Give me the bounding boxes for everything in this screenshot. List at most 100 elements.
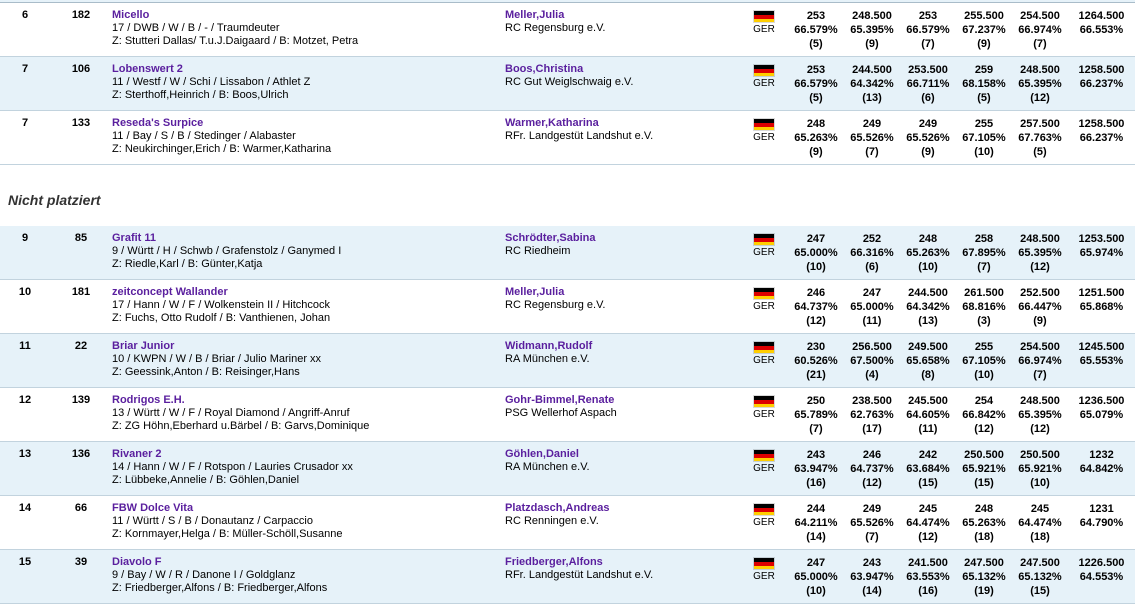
judge-score-rank: (5) [977, 92, 991, 104]
judge-score-rank: (7) [809, 423, 823, 435]
nationality-cell: GER [740, 388, 788, 441]
judge-score-percent: 66.579% [794, 78, 838, 90]
judge-score-points: 248.500 [852, 10, 892, 22]
judge-score-percent: 65.395% [850, 24, 894, 36]
judge-score-rank: (19) [974, 585, 994, 597]
judge-score-points: 243 [806, 449, 826, 461]
judge-score-rank: (10) [1030, 477, 1050, 489]
nationality-cell: GER [740, 334, 788, 387]
horse-name-link[interactable]: Rodrigos E.H. [112, 394, 185, 406]
judge-score-rank: (7) [977, 261, 991, 273]
rider-cell: Friedberger,Alfons RFr. Landgestüt Lands… [505, 550, 740, 603]
judge-score-points: 255 [974, 341, 994, 353]
horse-name-link[interactable]: Briar Junior [112, 340, 175, 352]
horse-details: 10 / KWPN / W / B / Briar / Julio Marine… [112, 353, 322, 365]
result-row: 10 181 zeitconcept Wallander 17 / Hann /… [0, 280, 1135, 334]
horse-details: 11 / Württ / S / B / Donautanz / Carpacc… [112, 515, 313, 527]
country-code: GER [753, 463, 775, 474]
judge-score-rank: (9) [1033, 315, 1047, 327]
total-score-cell: 1264.500 66.553% [1068, 3, 1135, 56]
horse-name-link[interactable]: Micello [112, 9, 150, 21]
total-percent: 65.868% [1079, 301, 1124, 313]
judge-score-cell-2: 247 65.000% (11) [844, 280, 900, 333]
judge-score-points: 254 [974, 395, 994, 407]
country-code: GER [753, 301, 775, 312]
judge-score-rank: (12) [806, 315, 826, 327]
judge-score-percent: 66.447% [1018, 301, 1062, 313]
judge-score-rank: (11) [918, 423, 938, 435]
judge-score-percent: 65.658% [906, 355, 950, 367]
judge-score-points: 242 [918, 449, 938, 461]
judge-score-points: 248.500 [1020, 64, 1060, 76]
judge-score-percent: 66.316% [850, 247, 894, 259]
rider-cell: Widmann,Rudolf RA München e.V. [505, 334, 740, 387]
total-score-cell: 1258.500 66.237% [1068, 57, 1135, 110]
judge-score-cell-2: 248.500 65.395% (9) [844, 3, 900, 56]
judge-score-points: 258 [974, 233, 994, 245]
judge-score-rank: (21) [806, 369, 826, 381]
judge-score-points: 253 [806, 64, 826, 76]
horse-name-link[interactable]: zeitconcept Wallander [112, 286, 228, 298]
judge-score-percent: 63.684% [906, 463, 950, 475]
judge-score-rank: (15) [1030, 585, 1050, 597]
judge-score-rank: (10) [974, 146, 994, 158]
judge-score-percent: 66.711% [906, 78, 950, 90]
judge-score-cell-4: 247.500 65.132% (19) [956, 550, 1012, 603]
total-percent: 65.553% [1079, 355, 1124, 367]
horse-name-link[interactable]: Reseda's Surpice [112, 117, 204, 129]
rider-cell: Meller,Julia RC Regensburg e.V. [505, 280, 740, 333]
horse-name-link[interactable]: Diavolo F [112, 556, 162, 568]
judge-score-cell-1: 253 66.579% (5) [788, 3, 844, 56]
judge-score-cell-2: 249 65.526% (7) [844, 111, 900, 164]
judge-score-cell-5: 245 64.474% (18) [1012, 496, 1068, 549]
judge-score-percent: 66.974% [1018, 355, 1062, 367]
rider-name-link[interactable]: Boos,Christina [505, 63, 584, 75]
total-score-cell: 1236.500 65.079% [1068, 388, 1135, 441]
horse-name-link[interactable]: Rivaner 2 [112, 448, 162, 460]
judge-score-rank: (6) [865, 261, 879, 273]
rider-name-link[interactable]: Schrödter,Sabina [505, 232, 596, 244]
judge-score-rank: (4) [865, 369, 879, 381]
rank-cell: 10 [18, 286, 32, 298]
total-points: 1264.500 [1078, 10, 1125, 22]
total-percent: 66.237% [1079, 78, 1124, 90]
rider-name-link[interactable]: Gohr-Bimmel,Renate [505, 394, 615, 406]
judge-score-cell-3: 241.500 63.553% (16) [900, 550, 956, 603]
judge-score-percent: 65.526% [850, 517, 894, 529]
judge-score-cell-2: 246 64.737% (12) [844, 442, 900, 495]
result-row: 11 22 Briar Junior 10 / KWPN / W / B / B… [0, 334, 1135, 388]
previous-row-remnant [0, 0, 1135, 3]
judge-score-points: 249 [918, 118, 938, 130]
rider-name-link[interactable]: Friedberger,Alfons [505, 556, 603, 568]
horse-name-link[interactable]: Grafit 11 [112, 232, 157, 244]
judge-score-cell-4: 258 67.895% (7) [956, 226, 1012, 279]
rank-cell: 12 [18, 394, 32, 406]
rider-name-link[interactable]: Platzdasch,Andreas [505, 502, 610, 514]
judge-score-rank: (7) [865, 531, 879, 543]
judge-score-points: 238.500 [852, 395, 892, 407]
horse-name-link[interactable]: FBW Dolce Vita [112, 502, 194, 514]
judge-score-rank: (18) [1030, 531, 1050, 543]
judge-score-percent: 65.395% [1018, 247, 1062, 259]
judge-score-points: 256.500 [852, 341, 892, 353]
country-code: GER [753, 517, 775, 528]
horse-breeding: Z: Lübbeke,Annelie / B: Göhlen,Daniel [112, 474, 300, 486]
result-row: 7 133 Reseda's Surpice 11 / Bay / S / B … [0, 111, 1135, 165]
horse-details: 13 / Württ / W / F / Royal Diamond / Ang… [112, 407, 350, 419]
horse-name-link[interactable]: Lobenswert 2 [112, 63, 183, 75]
result-row: 14 66 FBW Dolce Vita 11 / Württ / S / B … [0, 496, 1135, 550]
rider-name-link[interactable]: Meller,Julia [505, 286, 565, 298]
judge-score-cell-4: 248 65.263% (18) [956, 496, 1012, 549]
rider-name-link[interactable]: Warmer,Katharina [505, 117, 599, 129]
judge-score-percent: 67.105% [962, 355, 1006, 367]
rider-name-link[interactable]: Meller,Julia [505, 9, 565, 21]
rider-name-link[interactable]: Göhlen,Daniel [505, 448, 579, 460]
judge-score-rank: (12) [1030, 423, 1050, 435]
judge-score-cell-3: 248 65.263% (10) [900, 226, 956, 279]
judge-score-percent: 67.763% [1018, 132, 1062, 144]
judge-score-rank: (12) [862, 477, 882, 489]
rider-cell: Göhlen,Daniel RA München e.V. [505, 442, 740, 495]
judge-score-rank: (16) [918, 585, 938, 597]
total-score-cell: 1245.500 65.553% [1068, 334, 1135, 387]
rider-name-link[interactable]: Widmann,Rudolf [505, 340, 593, 352]
